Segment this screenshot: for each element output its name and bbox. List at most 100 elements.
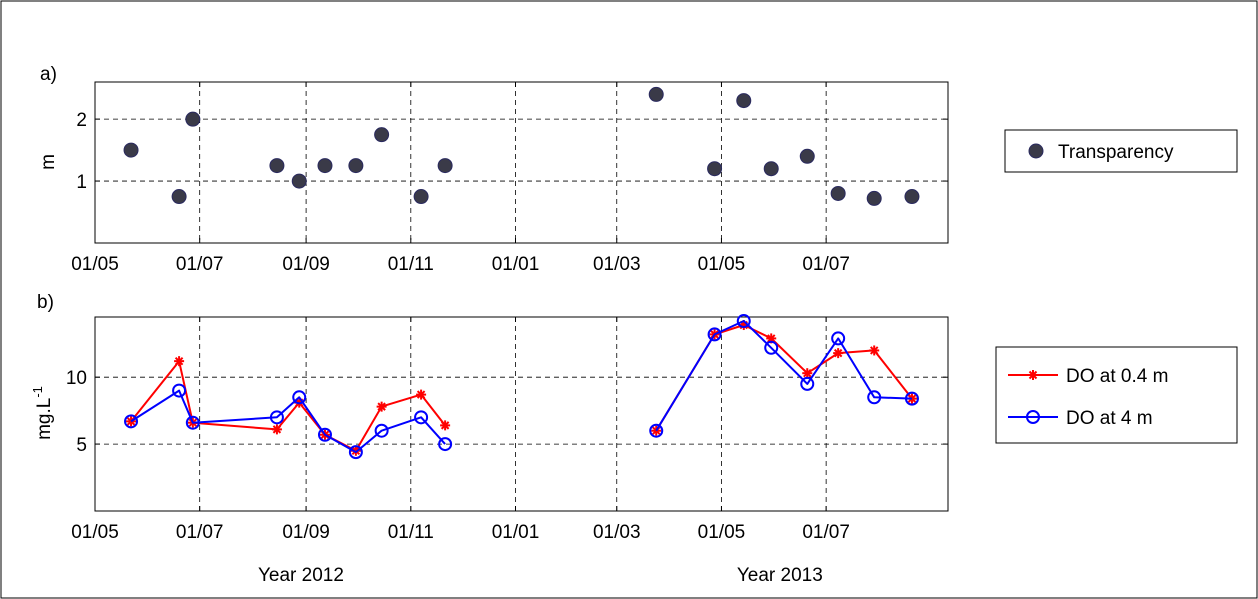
point-do-4m (831, 331, 846, 346)
panel-b-x-tick-label: 01/05 (71, 522, 119, 543)
panel-b-legend-box (995, 346, 1238, 444)
panel-a-x-tick-label: 01/09 (282, 254, 330, 275)
panel-a-y-ticks: 12 (76, 110, 948, 193)
point-do-0-4m (802, 368, 813, 379)
panel-a-x-tick-label: 01/05 (698, 254, 746, 275)
point-do-4m (904, 391, 919, 406)
panel-a-x-ticks: 01/05 01/07 01/09 01/11 01/01 01/03 01/05 01/07 (71, 82, 850, 275)
star-stroke (416, 390, 426, 399)
panel-a-grid (94, 82, 948, 243)
point-do-4m (867, 390, 882, 405)
point-do-0-4m (271, 424, 282, 435)
panel-a-legend: Transparency (1004, 129, 1238, 173)
star-stroke (1028, 370, 1038, 380)
legend-label-transparency: Transparency (1058, 142, 1174, 163)
point-do-4m (172, 383, 187, 398)
point-do-0-4m (440, 420, 451, 431)
panel-b-x-tick-label: 01/09 (282, 522, 330, 543)
panel-a-y-axis-label: m (38, 154, 59, 170)
star-stroke (174, 356, 184, 366)
panel-a-series-transparency (123, 86, 920, 206)
panel-b-y-ticks: 5 10 (66, 368, 948, 456)
panel-a-label: a) (40, 64, 57, 85)
panel-a-x-tick-label: 01/07 (802, 254, 850, 275)
panel-a-x-tick-label: 01/11 (388, 254, 434, 275)
star-stroke (351, 446, 361, 456)
point-do-4m (736, 314, 751, 329)
point-do-4m (269, 410, 284, 425)
point-do-4m (438, 437, 453, 452)
transparency-point (648, 86, 664, 102)
panel-b-label: b) (37, 292, 54, 313)
star-stroke (833, 348, 843, 358)
panel-a: a) 12 01/05 01/07 01/09 01/11 01/01 01/03 01/0… (38, 64, 1238, 275)
panel-b-y-tick-label: 10 (66, 368, 87, 389)
panel-a-y-tick-label: 1 (76, 172, 87, 193)
star-stroke (440, 421, 450, 430)
point-do-0-4m (174, 356, 185, 367)
legend-star (1028, 370, 1038, 380)
panel-a-x-tick-label: 01/01 (492, 254, 540, 275)
line-do-4m (130, 389, 446, 454)
legend-marker-do-0-4m (1028, 370, 1038, 380)
point-do-4m (414, 410, 429, 425)
panel-b-y-axis-label: mg.L-1 (30, 386, 55, 440)
star-stroke (272, 425, 282, 434)
panel-b-x-tick-label: 01/05 (698, 522, 746, 543)
transparency-point (799, 148, 815, 164)
star-stroke (767, 334, 776, 343)
panel-b-year-labels: Year 2012 Year 2013 (258, 565, 823, 586)
transparency-point (185, 111, 201, 127)
transparency-point (171, 189, 187, 205)
point-do-0-4m (833, 348, 844, 359)
point-do-4m (348, 445, 363, 460)
series-do-4m (124, 314, 919, 460)
year-label: Year 2013 (737, 565, 823, 586)
point-do-4m (185, 415, 200, 430)
transparency-point (736, 93, 752, 109)
transparency-point (413, 189, 429, 205)
legend-label-do-4m: DO at 4 m (1066, 408, 1153, 429)
legend-marker-do-4m (1026, 410, 1040, 424)
panel-b-series (124, 314, 919, 460)
transparency-point (291, 173, 307, 189)
panel-a-x-tick-label: 01/03 (593, 254, 641, 275)
star-stroke (803, 368, 812, 378)
point-do-0-4m (416, 389, 427, 400)
star-stroke (869, 346, 879, 355)
transparency-point (763, 161, 779, 177)
transparency-point (348, 158, 364, 174)
panel-a-legend-box (1004, 129, 1238, 173)
point-do-4m (764, 340, 779, 355)
panel-a-plot-area (95, 82, 948, 243)
transparency-point (123, 142, 139, 158)
transparency-point (707, 161, 723, 177)
panel-b-x-tick-label: 01/03 (593, 522, 641, 543)
panel-b-x-ticks: 01/05 01/07 01/09 01/11 01/01 01/03 01/05 01/07 (71, 317, 850, 543)
panel-a-y-tick-label: 2 (76, 110, 87, 131)
transparency-point (374, 127, 390, 143)
panel-b-axes-box (94, 316, 949, 512)
transparency-point (269, 158, 285, 174)
point-do-4m (124, 414, 139, 429)
panel-b-x-tick-label: 01/07 (802, 522, 850, 543)
point-do-4m (317, 427, 332, 442)
point-do-4m (292, 390, 307, 405)
panel-b-x-tick-label: 01/07 (176, 522, 224, 543)
panel-b: b) 510 01/05 01/07 01/09 01/11 01/01 01/03 01/… (30, 292, 1238, 586)
point-do-0-4m (376, 401, 387, 412)
panel-b-y-tick-label: 5 (76, 435, 87, 456)
legend-label-do-0-4m: DO at 0.4 m (1066, 366, 1168, 387)
point-do-0-4m (869, 345, 880, 356)
transparency-point (830, 185, 846, 201)
transparency-point (904, 189, 920, 205)
legend-marker-transparency (1028, 143, 1044, 159)
point-do-4m (800, 376, 815, 391)
transparency-point (866, 190, 882, 206)
point-do-0-4m (651, 425, 662, 436)
panel-a-x-tick-label: 01/05 (71, 254, 119, 275)
panel-b-x-tick-label: 01/01 (492, 522, 540, 543)
legend-ring (1026, 410, 1040, 424)
panel-b-legend: DO at 0.4 m DO at 4 m (995, 346, 1238, 444)
panel-b-grid (94, 317, 948, 511)
